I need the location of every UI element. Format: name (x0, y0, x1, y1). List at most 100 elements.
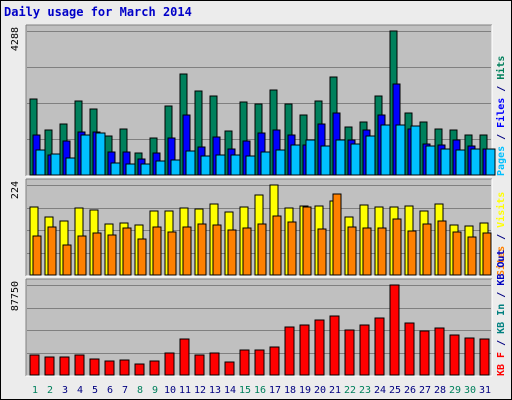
bar-kb-f (149, 360, 160, 376)
bar-sites (392, 218, 402, 276)
bar-pages (95, 132, 106, 176)
bar-pages (410, 125, 421, 176)
bar-kb-f (284, 326, 295, 376)
bar-kb-f (134, 363, 145, 376)
bar-sites (317, 228, 327, 276)
bar-kb-f (389, 284, 400, 376)
x-tick-label: 12 (194, 385, 206, 396)
bar-pages (50, 153, 61, 176)
chart-panel-2: 224 Sites / Visits (10, 178, 507, 277)
x-tick-label: 27 (419, 385, 431, 396)
y-max-label: 87750 (10, 281, 21, 311)
x-tick-label: 5 (92, 385, 98, 396)
bar-pages (200, 155, 211, 176)
bar-kb-f (179, 338, 190, 376)
bar-sites (197, 223, 207, 276)
bar-sites (92, 232, 102, 276)
bar-pages (275, 149, 286, 176)
bar-sites (407, 230, 417, 276)
x-tick-label: 10 (164, 385, 176, 396)
y-max-label: 4288 (10, 27, 21, 51)
bar-sites (107, 234, 117, 276)
legend-item: Files (495, 98, 507, 128)
bar-sites (272, 215, 282, 276)
bar-kb-f (239, 349, 250, 376)
x-tick-label: 22 (344, 385, 356, 396)
bar-pages (380, 124, 391, 176)
x-tick-label: 13 (209, 385, 221, 396)
bar-kb-f (74, 354, 85, 376)
x-tick-label: 15 (239, 385, 251, 396)
bar-pages (485, 148, 496, 176)
bar-kb-f (329, 315, 340, 376)
legend-item: KB In (496, 304, 507, 334)
bar-pages (230, 154, 241, 176)
x-tick-label: 29 (449, 385, 461, 396)
bar-pages (170, 159, 181, 176)
bar-kb-f (194, 354, 205, 376)
x-tick-label: 6 (107, 385, 113, 396)
bar-sites (77, 235, 87, 276)
bar-sites (137, 238, 147, 276)
bar-pages (470, 148, 481, 176)
bar-pages (305, 139, 316, 176)
bar-sites (377, 227, 387, 276)
legend-item: / (496, 128, 507, 146)
bar-kb-f (449, 334, 460, 376)
x-tick-label: 25 (389, 385, 401, 396)
legend-item: KB Out (496, 250, 507, 286)
bar-kb-f (269, 346, 280, 376)
x-tick-label: 19 (299, 385, 311, 396)
x-tick-label: 7 (122, 385, 128, 396)
y-max-label: 224 (10, 181, 21, 199)
bar-kb-f (89, 358, 100, 376)
x-tick-label: 24 (374, 385, 386, 396)
bar-kb-f (464, 337, 475, 376)
bar-pages (35, 149, 46, 176)
bar-pages (140, 163, 151, 176)
bar-sites (332, 193, 342, 276)
bar-sites (242, 227, 252, 276)
bar-pages (335, 139, 346, 176)
legend-item: Sites (495, 246, 507, 276)
bar-sites (152, 226, 162, 276)
bar-kb-f (479, 338, 490, 376)
bar-pages (350, 143, 361, 176)
bar-sites (167, 231, 177, 276)
bar-kb-f (224, 361, 235, 376)
bar-sites (182, 226, 192, 276)
bar-pages (125, 163, 136, 176)
x-tick-label: 26 (404, 385, 416, 396)
x-tick-label: 2 (47, 385, 53, 396)
bar-kb-f (374, 317, 385, 376)
bar-sites (257, 223, 267, 276)
x-tick-label: 1 (32, 385, 38, 396)
legend-item: KB F (496, 352, 507, 376)
x-tick-label: 21 (329, 385, 341, 396)
legend-item: / (496, 80, 507, 98)
bar-kb-f (254, 349, 265, 376)
bar-sites (347, 226, 357, 276)
bar-kb-f (59, 356, 70, 376)
chart-panel-1: 4288 Pages / Files / Hits (10, 24, 507, 177)
bar-sites (212, 224, 222, 276)
legend: KB F / KB In / KB Out (496, 250, 507, 376)
legend-item: / (496, 334, 507, 352)
bar-sites (287, 221, 297, 276)
bar-pages (425, 145, 436, 176)
bar-kb-f (209, 352, 220, 376)
chart-title: Daily usage for March 2014 (4, 5, 192, 19)
x-tick-label: 11 (179, 385, 191, 396)
x-tick-label: 20 (314, 385, 326, 396)
x-tick-label: 17 (269, 385, 281, 396)
bar-kb-f (104, 360, 115, 376)
bar-pages (365, 135, 376, 176)
x-tick-label: 28 (434, 385, 446, 396)
bar-sites (467, 236, 477, 276)
x-tick-label: 3 (62, 385, 68, 396)
bar-kb-f (29, 354, 40, 376)
x-tick-label: 18 (284, 385, 296, 396)
bar-kb-f (314, 319, 325, 376)
legend: Pages / Files / Hits (495, 56, 507, 176)
